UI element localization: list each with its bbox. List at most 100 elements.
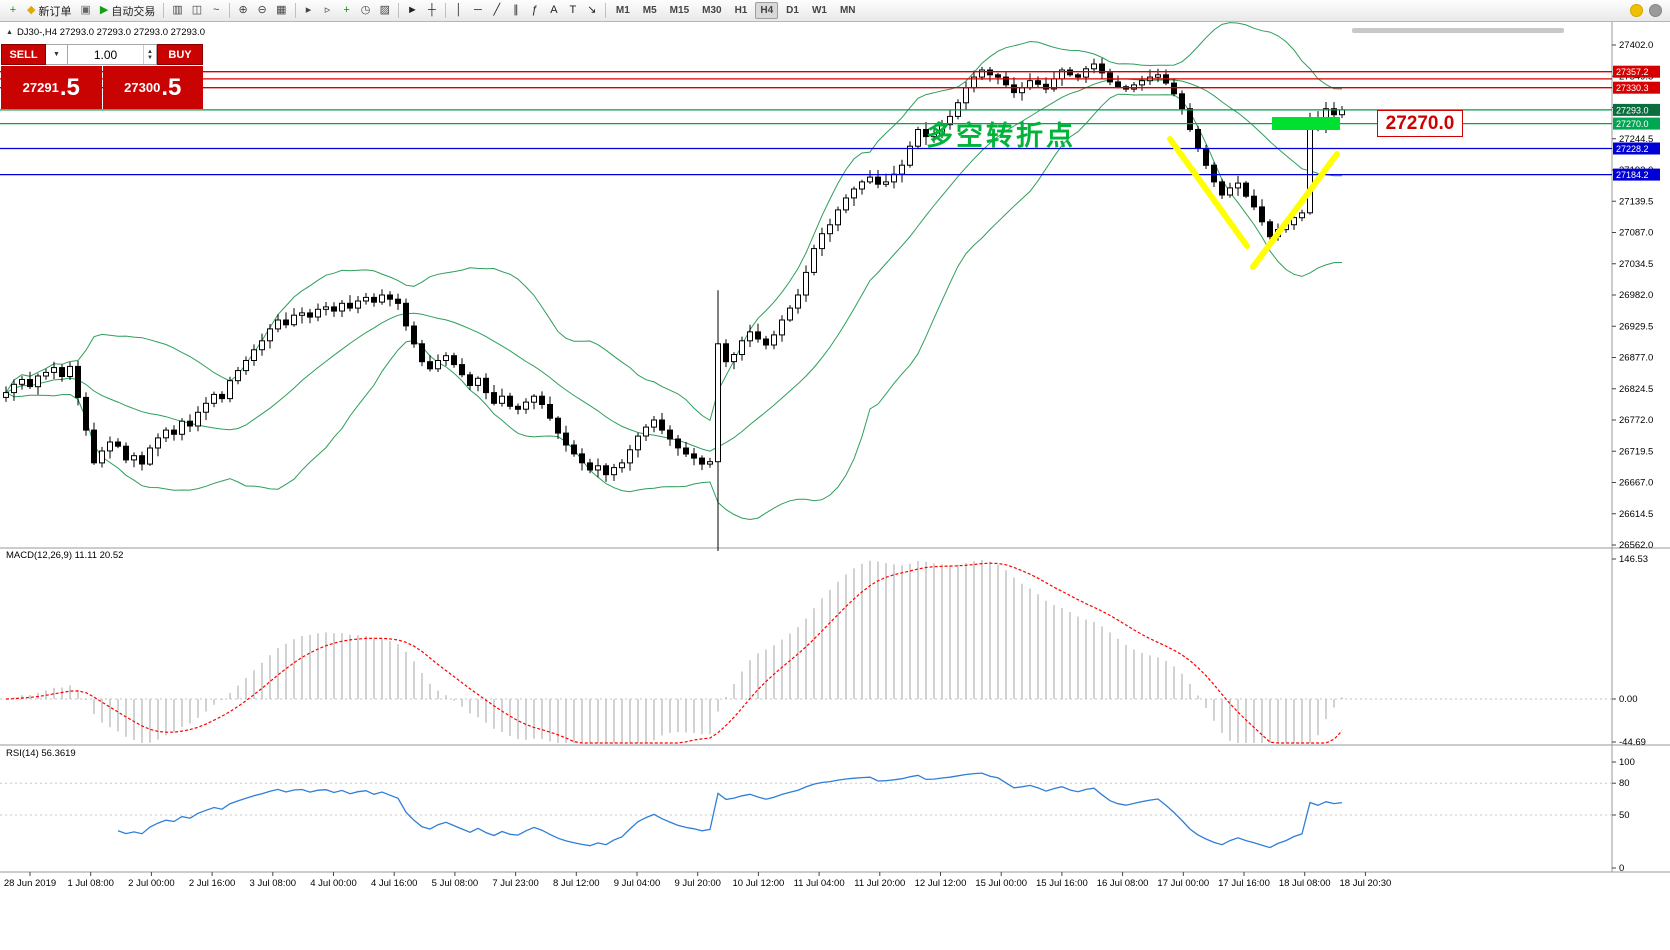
drawn-objects[interactable] <box>1167 117 1340 270</box>
turning-point-annotation[interactable]: 多空转折点 <box>926 121 1076 151</box>
chart-canvas[interactable]: 27402.027349.527297.027244.527192.027139… <box>0 22 1670 950</box>
vertical-line-button[interactable]: │ <box>450 2 468 20</box>
fibonacci-button[interactable]: ƒ <box>526 2 544 20</box>
channel-button[interactable]: ∥ <box>507 2 525 20</box>
auto-scroll-icon: ▸ <box>305 4 312 16</box>
svg-text:146.53: 146.53 <box>1619 554 1648 565</box>
sell-button[interactable]: SELL <box>1 44 46 65</box>
timeframe-mn-button[interactable]: MN <box>835 2 861 19</box>
highlight-marker[interactable] <box>1272 117 1340 130</box>
bar-chart-button[interactable]: ▥ <box>168 2 186 20</box>
timeframe-m15-button[interactable]: M15 <box>665 2 694 19</box>
svg-text:27184.2: 27184.2 <box>1616 170 1649 180</box>
svg-text:11 Jul 04:00: 11 Jul 04:00 <box>794 878 845 889</box>
auto-trading-button[interactable]: ▶ 自动交易 <box>96 2 159 20</box>
price-callout-label[interactable]: 27270.0 <box>1377 110 1463 137</box>
svg-text:27293.0: 27293.0 <box>1616 105 1649 115</box>
templates-button[interactable]: ▨ <box>376 2 394 20</box>
buy-price-display[interactable]: 27300 .5 <box>102 66 203 109</box>
svg-text:8 Jul 12:00: 8 Jul 12:00 <box>553 878 599 889</box>
svg-text:16 Jul 08:00: 16 Jul 08:00 <box>1097 878 1149 889</box>
svg-text:27357.2: 27357.2 <box>1616 67 1649 77</box>
zoom-out-icon: ⊖ <box>257 4 267 16</box>
timeframe-h4-button[interactable]: H4 <box>755 2 779 19</box>
trendline-button[interactable]: ╱ <box>488 2 506 20</box>
auto-scroll-button[interactable]: ▸ <box>300 2 318 20</box>
tile-windows-button[interactable]: ▦ <box>272 2 290 20</box>
crosshair-button[interactable]: ┼ <box>423 2 441 20</box>
arrows-button[interactable]: ↘ <box>583 2 601 20</box>
spinner-down-icon[interactable]: ▼ <box>147 54 153 61</box>
volume-field[interactable]: 1.00 ▲ ▼ <box>68 44 157 65</box>
toolbar-separator <box>163 3 165 18</box>
yellow-trend-line-1[interactable] <box>1167 136 1250 249</box>
new-order-button[interactable]: ◆ 新订单 <box>23 2 75 20</box>
chart-shift-button[interactable]: ▹ <box>319 2 337 20</box>
toolbar-separator <box>604 3 606 18</box>
text-icon: A <box>550 4 558 16</box>
svg-text:27330.3: 27330.3 <box>1616 83 1649 93</box>
svg-text:9 Jul 04:00: 9 Jul 04:00 <box>614 878 660 889</box>
svg-text:15 Jul 00:00: 15 Jul 00:00 <box>975 878 1027 889</box>
bar-chart-icon: ▥ <box>172 4 183 16</box>
yellow-trend-line-2[interactable] <box>1250 151 1340 270</box>
spinner-up-icon[interactable]: ▲ <box>147 48 153 55</box>
zoom-in-button[interactable]: ⊕ <box>234 2 252 20</box>
svg-text:26824.5: 26824.5 <box>1619 384 1653 395</box>
candlestick-chart-button[interactable]: ◫ <box>188 2 206 20</box>
svg-text:2 Jul 00:00: 2 Jul 00:00 <box>128 878 174 889</box>
horizontal-line-button[interactable]: ─ <box>469 2 487 20</box>
svg-text:28 Jun 2019: 28 Jun 2019 <box>4 878 56 889</box>
one-click-trading-panel: SELL ▼ 1.00 ▲ ▼ BUY 27291 .5 27300 .5 <box>1 44 203 109</box>
arrows-icon: ↘ <box>587 4 597 16</box>
svg-text:10 Jul 12:00: 10 Jul 12:00 <box>733 878 785 889</box>
crosshair-icon: ┼ <box>427 4 436 16</box>
line-chart-button[interactable]: ~ <box>207 2 225 20</box>
svg-text:12 Jul 12:00: 12 Jul 12:00 <box>915 878 967 889</box>
svg-text:26719.5: 26719.5 <box>1619 446 1653 457</box>
templates-icon: ▨ <box>379 4 390 16</box>
svg-text:1 Jul 08:00: 1 Jul 08:00 <box>67 878 113 889</box>
label-icon: T <box>569 4 577 16</box>
timeframe-m1-button[interactable]: M1 <box>611 2 635 19</box>
sell-price-pips: .5 <box>59 73 80 101</box>
text-button[interactable]: A <box>545 2 563 20</box>
community-icon[interactable] <box>1630 4 1643 17</box>
zoom-out-button[interactable]: ⊖ <box>253 2 271 20</box>
svg-text:27270.0: 27270.0 <box>1616 119 1649 129</box>
bollinger-bands <box>5 22 1343 521</box>
timeframe-m5-button[interactable]: M5 <box>638 2 662 19</box>
toolbar-buttons: + ◆ 新订单 ▣ ▶ 自动交易 ▥ ◫ ~ ⊕ ⊖ ▦ ▸ ▹ + ◷ ▨ ► ┼ │ ─ ╱ ∥ ƒ A T ↘ M1 M5 M15 M… <box>4 2 1630 20</box>
new-chart-button[interactable]: + <box>4 2 22 20</box>
svg-text:4 Jul 16:00: 4 Jul 16:00 <box>371 878 417 889</box>
svg-text:26929.5: 26929.5 <box>1619 321 1653 332</box>
toolbar-separator <box>444 3 446 18</box>
buy-button[interactable]: BUY <box>157 44 203 65</box>
sell-price-display[interactable]: 27291 .5 <box>1 66 102 109</box>
svg-text:11 Jul 20:00: 11 Jul 20:00 <box>854 878 905 889</box>
chart-windows-button[interactable]: ▣ <box>76 2 94 20</box>
volume-dropdown-button[interactable]: ▼ <box>46 44 68 65</box>
toolbar-separator <box>294 3 296 18</box>
timeframe-w1-button[interactable]: W1 <box>807 2 832 19</box>
horizontal-line-icon: ─ <box>473 4 482 16</box>
price-levels[interactable] <box>0 71 1612 176</box>
cursor-button[interactable]: ► <box>403 2 422 20</box>
svg-text:26877.0: 26877.0 <box>1619 353 1653 364</box>
indicators-icon: + <box>343 4 350 16</box>
periods-button[interactable]: ◷ <box>357 2 375 20</box>
timeframe-m30-button[interactable]: M30 <box>697 2 726 19</box>
svg-text:17 Jul 16:00: 17 Jul 16:00 <box>1218 878 1270 889</box>
search-icon[interactable] <box>1649 4 1662 17</box>
svg-text:5 Jul 08:00: 5 Jul 08:00 <box>432 878 478 889</box>
label-button[interactable]: T <box>564 2 582 20</box>
timeframe-d1-button[interactable]: D1 <box>781 2 804 19</box>
price-axis: 27402.027349.527297.027244.527192.027139… <box>1612 40 1653 551</box>
indicators-button[interactable]: + <box>338 2 356 20</box>
chart-scrollbar[interactable] <box>1352 28 1564 33</box>
symbol-ohlc-text: DJ30-,H4 27293.0 27293.0 27293.0 27293.0 <box>16 27 205 38</box>
svg-text:80: 80 <box>1619 778 1630 789</box>
timeframe-h1-button[interactable]: H1 <box>730 2 753 19</box>
volume-value: 1.00 <box>93 47 118 62</box>
volume-spinner[interactable]: ▲ ▼ <box>143 45 156 64</box>
